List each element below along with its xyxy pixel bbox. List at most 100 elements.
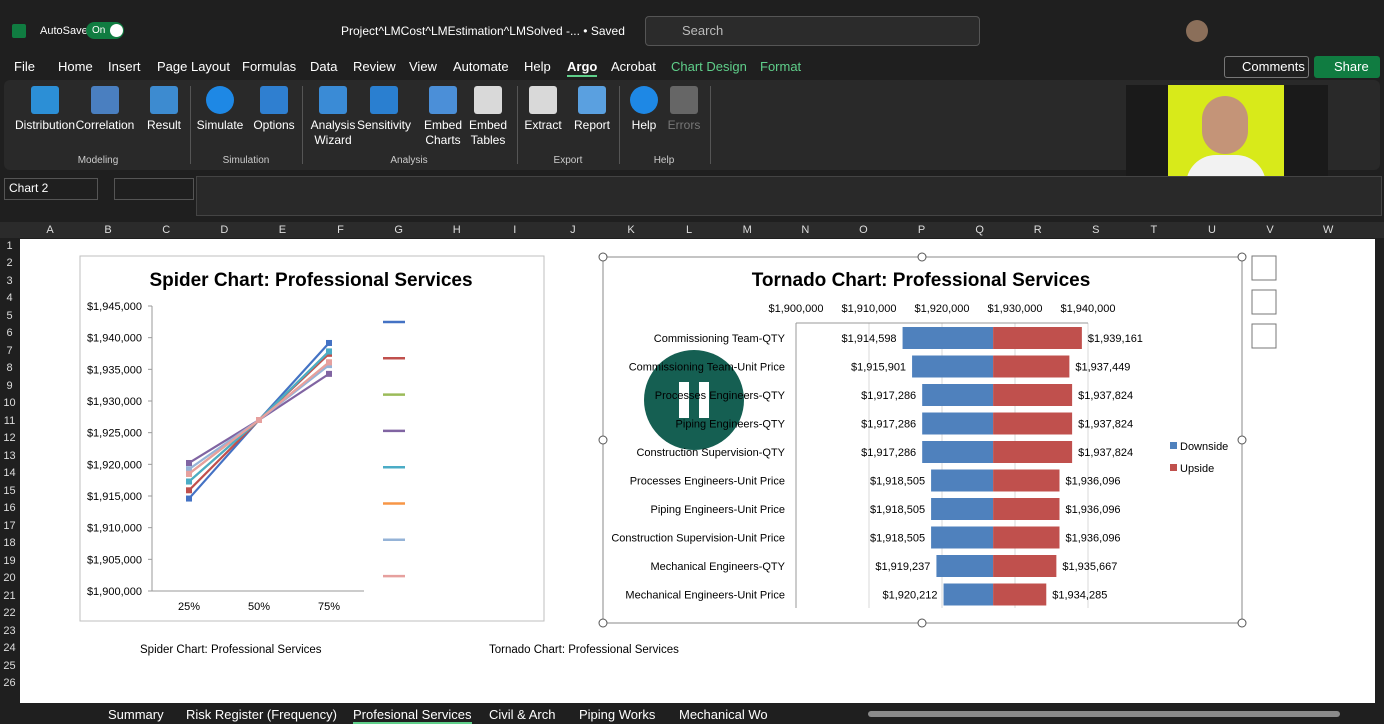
category-label: Commissioning Team-Unit Price: [629, 362, 785, 374]
y-tick-label: $1,905,000: [87, 554, 142, 566]
ribbon-icon[interactable]: [578, 86, 606, 114]
share-button[interactable]: [1314, 56, 1380, 78]
column-header: O: [859, 224, 868, 236]
ribbon-icon[interactable]: [630, 86, 658, 114]
category-label: Piping Engineers-QTY: [676, 419, 786, 431]
row-header: 22: [3, 607, 16, 620]
ribbon-tab[interactable]: Help: [524, 59, 551, 74]
ribbon-tab[interactable]: Format: [760, 59, 802, 74]
value-label: $1,917,286: [861, 419, 916, 431]
ribbon-tab[interactable]: Data: [310, 59, 338, 74]
share-label: Share: [1334, 59, 1369, 74]
bar: [922, 412, 994, 435]
ribbon-button-label: Help: [631, 118, 657, 132]
chart-styles-button[interactable]: [1251, 289, 1277, 315]
value-label: $1,937,824: [1078, 447, 1133, 459]
ribbon-button-label: Correlation: [75, 118, 135, 132]
column-header: J: [570, 224, 576, 236]
value-label: $1,917,286: [861, 390, 916, 402]
ribbon-icon[interactable]: [529, 86, 557, 114]
bar: [993, 469, 1060, 492]
sheet-tab[interactable]: Summary: [108, 707, 164, 722]
resize-handle[interactable]: [1237, 435, 1247, 445]
resize-handle[interactable]: [917, 252, 927, 262]
bar: [936, 555, 994, 577]
ribbon-tab[interactable]: Review: [353, 59, 396, 74]
resize-handle[interactable]: [1237, 618, 1247, 628]
bar: [993, 526, 1060, 549]
name-box[interactable]: [4, 178, 98, 200]
sheet-tab[interactable]: Civil & Arch: [489, 707, 556, 722]
row-header: 12: [3, 432, 16, 445]
row-header: 23: [3, 624, 16, 637]
marker: [186, 459, 192, 466]
group-separator: [302, 86, 303, 164]
x-tick-label: 25%: [178, 601, 200, 613]
sheet-tab[interactable]: Risk Register (Frequency): [186, 707, 337, 722]
bar: [912, 355, 994, 378]
bar: [993, 441, 1073, 463]
ribbon-tab[interactable]: Argo: [567, 59, 598, 77]
value-label: $1,920,212: [882, 590, 937, 602]
avatar: [1186, 20, 1208, 42]
value-label: $1,919,237: [875, 561, 930, 573]
ribbon-icon[interactable]: [319, 86, 347, 114]
column-header: E: [278, 224, 287, 236]
ribbon-tab[interactable]: Acrobat: [611, 59, 656, 74]
column-header: F: [337, 224, 344, 236]
ribbon-icon[interactable]: [670, 86, 698, 114]
ribbon-tab[interactable]: Home: [58, 59, 93, 74]
ribbon-tab[interactable]: Automate: [453, 59, 509, 74]
ribbon-icon[interactable]: [474, 86, 502, 114]
ribbon-icon[interactable]: [260, 86, 288, 114]
x-tick-label: $1,930,000: [987, 303, 1042, 315]
formula-input[interactable]: [196, 176, 1382, 216]
resize-handle[interactable]: [1237, 252, 1247, 262]
chart-elements-button[interactable]: [1251, 255, 1277, 281]
autosave-label: AutoSave: [40, 25, 88, 37]
ribbon-tab[interactable]: File: [14, 59, 35, 74]
ribbon-icon[interactable]: [91, 86, 119, 114]
value-label: $1,914,598: [842, 333, 897, 345]
ribbon-tab[interactable]: Formulas: [242, 59, 297, 74]
marker: [186, 466, 192, 473]
resize-handle[interactable]: [598, 252, 608, 262]
marker: [326, 339, 332, 346]
value-label: $1,918,505: [870, 504, 925, 516]
value-label: $1,937,449: [1075, 362, 1130, 374]
ribbon-icon[interactable]: [429, 86, 457, 114]
ribbon-tab[interactable]: Page Layout: [157, 59, 231, 74]
ribbon-button-label: Simulate: [196, 118, 244, 132]
ribbon-icon[interactable]: [206, 86, 234, 114]
resize-handle[interactable]: [598, 435, 608, 445]
ribbon-icon[interactable]: [31, 86, 59, 114]
column-header-bar: [0, 222, 1384, 238]
row-header: 18: [3, 537, 16, 550]
value-label: $1,917,286: [861, 447, 916, 459]
search-box[interactable]: [645, 16, 980, 46]
sheet-tab[interactable]: Mechanical Wo: [679, 707, 768, 722]
resize-handle[interactable]: [598, 618, 608, 628]
chart-filters-button[interactable]: [1251, 323, 1277, 349]
legend-entry: Downside: [1180, 441, 1228, 453]
row-header: 3: [6, 274, 13, 287]
value-label: $1,935,667: [1062, 561, 1117, 573]
ribbon-icon[interactable]: [370, 86, 398, 114]
resize-handle[interactable]: [917, 618, 927, 628]
ribbon-button-label: Extract: [524, 118, 562, 132]
legend-entry: Upside: [1180, 463, 1214, 475]
row-header: 5: [6, 309, 13, 322]
ribbon-tab[interactable]: Insert: [108, 59, 141, 74]
name-box-text: Chart 2: [9, 181, 49, 195]
pause-button[interactable]: [644, 350, 744, 450]
ribbon-tab[interactable]: Chart Design: [671, 59, 747, 74]
ribbon-icon[interactable]: [150, 86, 178, 114]
x-tick-label: $1,920,000: [914, 303, 969, 315]
row-header: 19: [3, 554, 16, 567]
value-label: $1,918,505: [870, 533, 925, 545]
comments-button[interactable]: [1224, 56, 1309, 78]
ribbon-tab[interactable]: View: [409, 59, 437, 74]
sheet-tab[interactable]: Piping Works: [579, 707, 656, 722]
horizontal-scrollbar: [868, 711, 1340, 717]
